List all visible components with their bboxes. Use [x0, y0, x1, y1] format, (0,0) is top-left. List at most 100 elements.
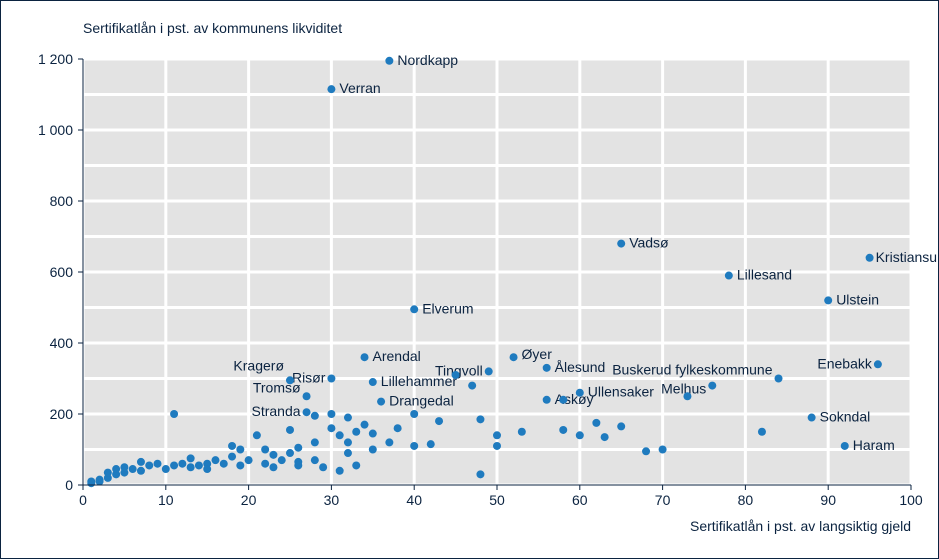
- point-label: Lillehammer: [381, 373, 458, 389]
- x-tick-label: 0: [79, 492, 87, 508]
- scatter-point: [187, 463, 195, 471]
- scatter-point: [137, 467, 145, 475]
- scatter-point: [286, 426, 294, 434]
- point-label: Arendal: [373, 348, 421, 364]
- scatter-point: [311, 456, 319, 464]
- scatter-point: [352, 428, 360, 436]
- x-tick-label: 30: [324, 492, 340, 508]
- scatter-point: [294, 444, 302, 452]
- scatter-point: [336, 431, 344, 439]
- scatter-point: [659, 446, 667, 454]
- point-label: Haram: [853, 437, 895, 453]
- scatter-point: [435, 417, 443, 425]
- scatter-point: [228, 453, 236, 461]
- x-tick-label: 70: [655, 492, 671, 508]
- scatter-point: [617, 240, 625, 248]
- scatter-point: [178, 460, 186, 468]
- point-label: Drangedal: [389, 393, 454, 409]
- point-label: Ulstein: [836, 291, 879, 307]
- scatter-point: [361, 353, 369, 361]
- point-label: Tromsø: [253, 379, 301, 395]
- scatter-point: [559, 396, 567, 404]
- x-tick-label: 80: [738, 492, 754, 508]
- scatter-point: [236, 461, 244, 469]
- point-label: Kristiansund: [876, 249, 939, 265]
- scatter-point: [369, 430, 377, 438]
- scatter-point: [559, 426, 567, 434]
- scatter-point: [87, 479, 95, 487]
- scatter-point: [269, 463, 277, 471]
- scatter-point: [385, 438, 393, 446]
- scatter-point: [211, 456, 219, 464]
- scatter-point: [592, 419, 600, 427]
- scatter-point: [344, 449, 352, 457]
- scatter-point: [493, 431, 501, 439]
- scatter-point: [327, 424, 335, 432]
- scatter-point: [286, 449, 294, 457]
- scatter-point: [410, 305, 418, 313]
- scatter-point: [261, 446, 269, 454]
- scatter-point: [344, 438, 352, 446]
- scatter-point: [410, 410, 418, 418]
- scatter-point: [129, 465, 137, 473]
- x-tick-label: 10: [158, 492, 174, 508]
- scatter-point: [104, 469, 112, 477]
- scatter-point: [245, 456, 253, 464]
- scatter-point: [708, 382, 716, 390]
- scatter-point: [112, 465, 120, 473]
- scatter-point: [162, 465, 170, 473]
- scatter-point: [385, 57, 393, 65]
- x-axis-title: Sertifikatlån i pst. av langsiktig gjeld: [690, 518, 911, 534]
- point-label: Elverum: [422, 300, 473, 316]
- scatter-point: [220, 460, 228, 468]
- x-tick-label: 20: [241, 492, 257, 508]
- y-tick-label: 0: [65, 477, 73, 493]
- scatter-point: [468, 382, 476, 390]
- y-tick-label: 800: [50, 193, 74, 209]
- scatter-point: [476, 415, 484, 423]
- y-axis-title: Sertifikatlån i pst. av kommunens likvid…: [83, 20, 342, 36]
- scatter-point: [758, 428, 766, 436]
- scatter-point: [120, 463, 128, 471]
- scatter-point: [824, 296, 832, 304]
- y-tick-label: 400: [50, 335, 74, 351]
- scatter-point: [336, 467, 344, 475]
- point-label: Melhus: [661, 381, 706, 397]
- scatter-point: [369, 446, 377, 454]
- x-tick-label: 50: [489, 492, 505, 508]
- scatter-point: [510, 353, 518, 361]
- scatter-point: [319, 463, 327, 471]
- scatter-point: [154, 460, 162, 468]
- scatter-point: [361, 421, 369, 429]
- scatter-point: [576, 431, 584, 439]
- scatter-point: [841, 442, 849, 450]
- x-tick-label: 100: [899, 492, 923, 508]
- scatter-point: [601, 433, 609, 441]
- scatter-point: [377, 398, 385, 406]
- point-label: Sokndal: [820, 409, 871, 425]
- scatter-point: [278, 456, 286, 464]
- scatter-point: [311, 438, 319, 446]
- point-label: Verran: [339, 80, 380, 96]
- scatter-point: [327, 85, 335, 93]
- scatter-point: [228, 442, 236, 450]
- point-label: Buskerud fylkeskommune: [612, 362, 773, 378]
- scatter-point: [394, 424, 402, 432]
- scatter-point: [617, 422, 625, 430]
- scatter-point: [236, 446, 244, 454]
- point-label: Vadsø: [629, 235, 669, 251]
- scatter-point: [683, 392, 691, 400]
- scatter-point: [137, 458, 145, 466]
- scatter-point: [485, 367, 493, 375]
- scatter-point: [344, 414, 352, 422]
- scatter-point: [187, 454, 195, 462]
- scatter-point: [170, 410, 178, 418]
- scatter-point: [145, 461, 153, 469]
- x-tick-label: 90: [820, 492, 836, 508]
- scatter-point: [642, 447, 650, 455]
- x-tick-label: 60: [572, 492, 588, 508]
- scatter-point: [327, 375, 335, 383]
- scatter-point: [808, 414, 816, 422]
- scatter-point: [294, 461, 302, 469]
- point-label: Kragerø: [233, 357, 284, 373]
